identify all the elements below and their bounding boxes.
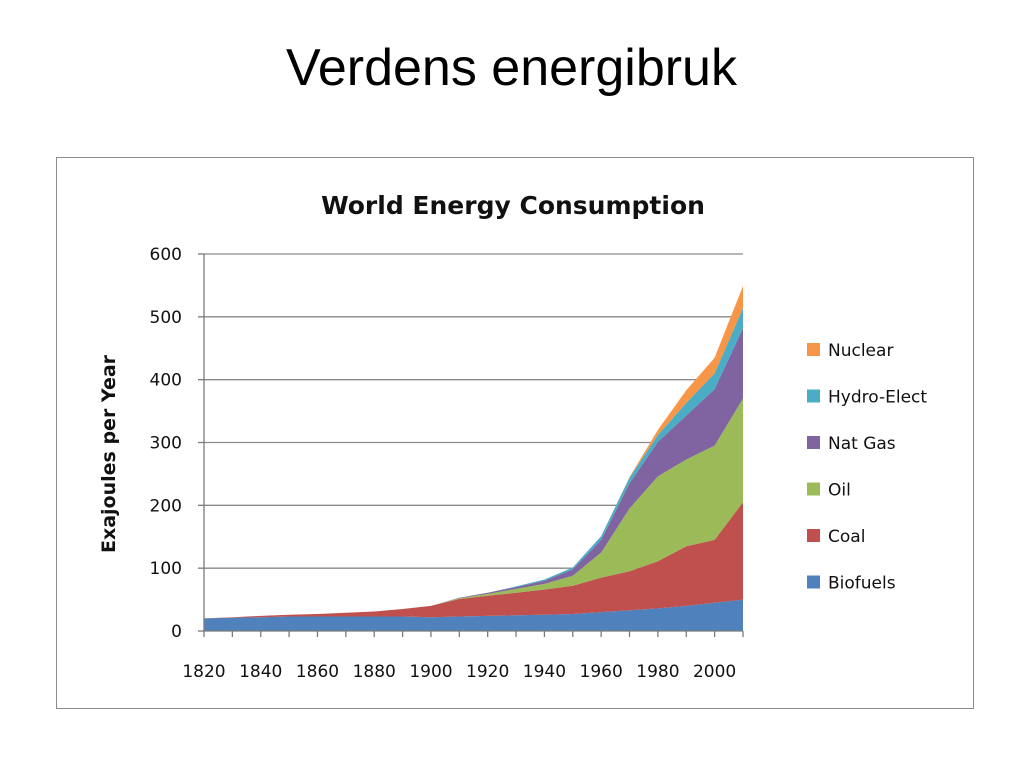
y-tick-label: 200 (150, 496, 182, 516)
area-series-oil (204, 398, 743, 619)
x-tick-label: 1880 (353, 662, 396, 682)
legend-swatch-biofuels (807, 575, 820, 589)
slide-title: Verdens energibruk (286, 39, 737, 97)
x-tick-labels: 1820 1840 1860 1880 1900 1920 1940 1960 1980 2000 (182, 662, 736, 682)
y-tick-label: 0 (171, 622, 182, 642)
x-tick-label: 1900 (409, 662, 452, 682)
legend-label-biofuels: Biofuels (828, 574, 896, 594)
x-tick-label: 1840 (239, 662, 282, 682)
x-tick-label: 1920 (466, 662, 509, 682)
legend-swatch-coal (807, 529, 820, 542)
y-axis-title: Exajoules per Year (98, 354, 120, 553)
x-tick-label: 1960 (580, 662, 623, 682)
y-tick-label: 300 (150, 434, 182, 454)
y-tick-label: 400 (150, 371, 182, 391)
x-tick-label: 2000 (693, 662, 736, 682)
legend-label-coal: Coal (828, 527, 865, 547)
chart-canvas: World Energy Consumption Exajoules per Y… (98, 191, 927, 682)
axes (198, 253, 744, 637)
legend-swatch-hydro-elect (807, 389, 820, 403)
chart-frame: World Energy Consumption Exajoules per Y… (56, 157, 974, 709)
area-series-coal (204, 502, 743, 619)
y-tick-labels: 0 100 200 300 400 500 600 (150, 245, 182, 642)
y-tick-label: 600 (150, 245, 182, 265)
legend-label-nat-gas: Nat Gas (828, 434, 896, 454)
x-tick-label: 1860 (296, 662, 339, 682)
legend-label-hydro-elect: Hydro-Elect (828, 388, 927, 408)
area-series-group (204, 286, 743, 631)
area-series-biofuels (204, 599, 743, 631)
legend-swatch-nuclear (807, 343, 820, 356)
legend-label-oil: Oil (828, 481, 851, 501)
y-tick-label: 500 (150, 308, 182, 328)
legend-swatch-nat-gas (807, 436, 820, 449)
legend-label-nuclear: Nuclear (828, 341, 893, 361)
y-tick-label: 100 (150, 559, 182, 579)
chart-title: World Energy Consumption (321, 191, 705, 220)
legend: Nuclear Hydro-Elect Nat Gas Oil Coal Biofuels (807, 341, 927, 594)
legend-swatch-oil (807, 482, 820, 496)
x-tick-label: 1980 (636, 662, 679, 682)
x-tick-label: 1820 (182, 662, 225, 682)
x-tick-label: 1940 (523, 662, 566, 682)
